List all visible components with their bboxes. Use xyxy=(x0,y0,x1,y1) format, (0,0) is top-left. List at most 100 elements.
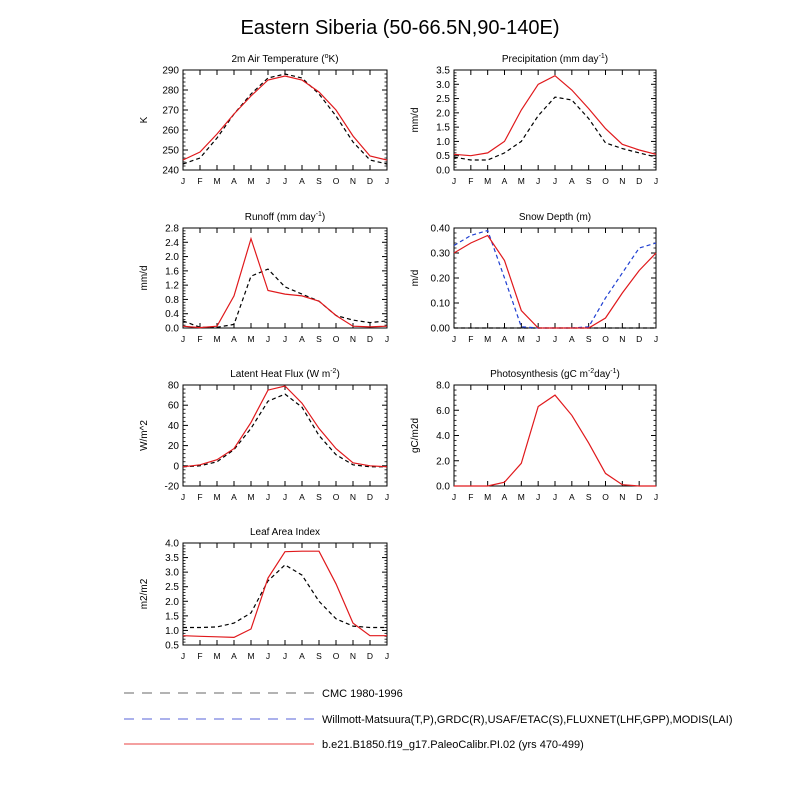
plot-frame xyxy=(182,384,388,487)
x-tick-label: A xyxy=(299,492,305,502)
x-tick-label: J xyxy=(536,334,540,344)
series-line-model xyxy=(453,234,657,329)
y-axis-label: mm/d xyxy=(139,266,150,291)
x-tick-label: M xyxy=(213,176,220,186)
title-part: Precipitation (mm day xyxy=(502,54,599,65)
x-tick-label: S xyxy=(316,176,322,186)
x-tick-label: N xyxy=(350,651,356,661)
x-tick-label: A xyxy=(299,334,305,344)
x-tick-label: S xyxy=(316,651,322,661)
title-part: ) xyxy=(605,54,608,65)
y-tick-label: 3.0 xyxy=(436,80,450,91)
x-tick-label: N xyxy=(350,334,356,344)
y-tick-label: 2.4 xyxy=(165,238,179,249)
x-tick-label: D xyxy=(636,176,642,186)
x-tick-label: J xyxy=(283,176,287,186)
x-tick-label: J xyxy=(536,176,540,186)
y-tick-label: 0.5 xyxy=(165,641,179,652)
x-tick-label: M xyxy=(484,334,491,344)
x-tick-label: J xyxy=(181,176,185,186)
x-tick-label: A xyxy=(299,176,305,186)
page-title: Eastern Siberia (50-66.5N,90-140E) xyxy=(240,17,559,39)
title-part: 2m Air Temperature ( xyxy=(231,54,325,65)
y-tick-label: 20 xyxy=(168,441,180,452)
panel-title: Latent Heat Flux (W m-2) xyxy=(230,368,340,380)
x-tick-label: M xyxy=(518,334,525,344)
y-tick-label: 3.0 xyxy=(165,568,179,579)
panel-title: Leaf Area Index xyxy=(250,527,320,538)
x-tick-label: S xyxy=(586,334,592,344)
x-tick-label: A xyxy=(569,492,575,502)
y-tick-label: 290 xyxy=(162,66,179,77)
x-tick-label: J xyxy=(452,176,456,186)
x-tick-label: J xyxy=(266,334,270,344)
y-tick-label: 60 xyxy=(168,401,180,412)
x-tick-label: A xyxy=(502,334,508,344)
x-tick-label: M xyxy=(518,176,525,186)
x-tick-label: J xyxy=(266,651,270,661)
y-tick-label: 1.2 xyxy=(165,281,179,292)
x-tick-label: O xyxy=(333,334,340,344)
y-tick-label: 80 xyxy=(168,381,180,392)
x-tick-label: D xyxy=(636,334,642,344)
y-tick-label: 0.00 xyxy=(431,324,451,335)
x-tick-label: A xyxy=(231,176,237,186)
x-tick-label: O xyxy=(333,651,340,661)
title-superscript: -2 xyxy=(330,368,336,375)
chart-panel: Precipitation (mm day-1) mm/d 0.0 0.5 1.0 1.5… xyxy=(410,53,658,186)
legend-label: Willmott-Matsuura(T,P),GRDC(R),USAF/ETAC… xyxy=(322,714,733,726)
chart-panel: 2m Air Temperature (oK) K 240 250 260 270 280 2… xyxy=(139,53,389,186)
y-tick-label: 2.0 xyxy=(436,108,450,119)
x-tick-label: F xyxy=(468,176,473,186)
plot-frame xyxy=(453,69,657,171)
y-tick-label: 4.0 xyxy=(165,539,179,550)
y-tick-label: 1.5 xyxy=(165,611,179,622)
y-tick-label: 0.4 xyxy=(165,309,179,320)
x-tick-label: J xyxy=(536,492,540,502)
y-tick-label: 1.0 xyxy=(436,137,450,148)
x-tick-label: F xyxy=(197,334,202,344)
x-tick-label: J xyxy=(654,176,658,186)
x-tick-label: S xyxy=(586,176,592,186)
x-tick-label: A xyxy=(569,176,575,186)
y-tick-label: 1.5 xyxy=(436,123,450,134)
y-tick-label: 6.0 xyxy=(436,406,450,417)
y-tick-label: 2.5 xyxy=(436,94,450,105)
y-tick-label: 280 xyxy=(162,86,179,97)
x-tick-label: O xyxy=(602,176,609,186)
legend-label: CMC 1980-1996 xyxy=(322,688,403,700)
y-axis-label: m2/m2 xyxy=(139,578,150,609)
x-tick-label: J xyxy=(385,176,389,186)
y-tick-label: 270 xyxy=(162,106,179,117)
x-tick-label: J xyxy=(452,334,456,344)
x-tick-label: O xyxy=(333,176,340,186)
y-tick-label: 1.6 xyxy=(165,266,179,277)
y-tick-label: 0.0 xyxy=(436,166,450,177)
x-tick-label: F xyxy=(197,651,202,661)
x-tick-label: J xyxy=(266,176,270,186)
x-tick-label: J xyxy=(452,492,456,502)
x-tick-label: O xyxy=(602,492,609,502)
x-tick-label: M xyxy=(213,334,220,344)
title-part: Photosynthesis (gC m xyxy=(490,369,588,380)
plot-frame xyxy=(182,69,388,171)
x-tick-label: N xyxy=(350,176,356,186)
x-tick-label: J xyxy=(181,651,185,661)
title-superscript: o xyxy=(325,53,329,60)
chart-panel: Leaf Area Index m2/m2 0.5 1.0 1.5 2.0 2.5 3.0 3.… xyxy=(139,527,389,661)
y-tick-label: 0.40 xyxy=(431,224,451,235)
x-tick-label: M xyxy=(484,492,491,502)
x-tick-label: J xyxy=(654,334,658,344)
x-tick-label: J xyxy=(266,492,270,502)
series-line-obs2 xyxy=(453,229,657,329)
y-tick-label: 2.5 xyxy=(165,582,179,593)
x-tick-label: J xyxy=(385,651,389,661)
y-tick-label: 0.0 xyxy=(436,482,450,493)
series-line-obs xyxy=(182,268,388,328)
title-part: ) xyxy=(336,369,339,380)
x-tick-label: M xyxy=(247,334,254,344)
x-tick-label: F xyxy=(468,334,473,344)
plot-frame xyxy=(453,227,657,329)
chart-panels: 2m Air Temperature (oK) K 240 250 260 270 280 2… xyxy=(139,53,658,661)
